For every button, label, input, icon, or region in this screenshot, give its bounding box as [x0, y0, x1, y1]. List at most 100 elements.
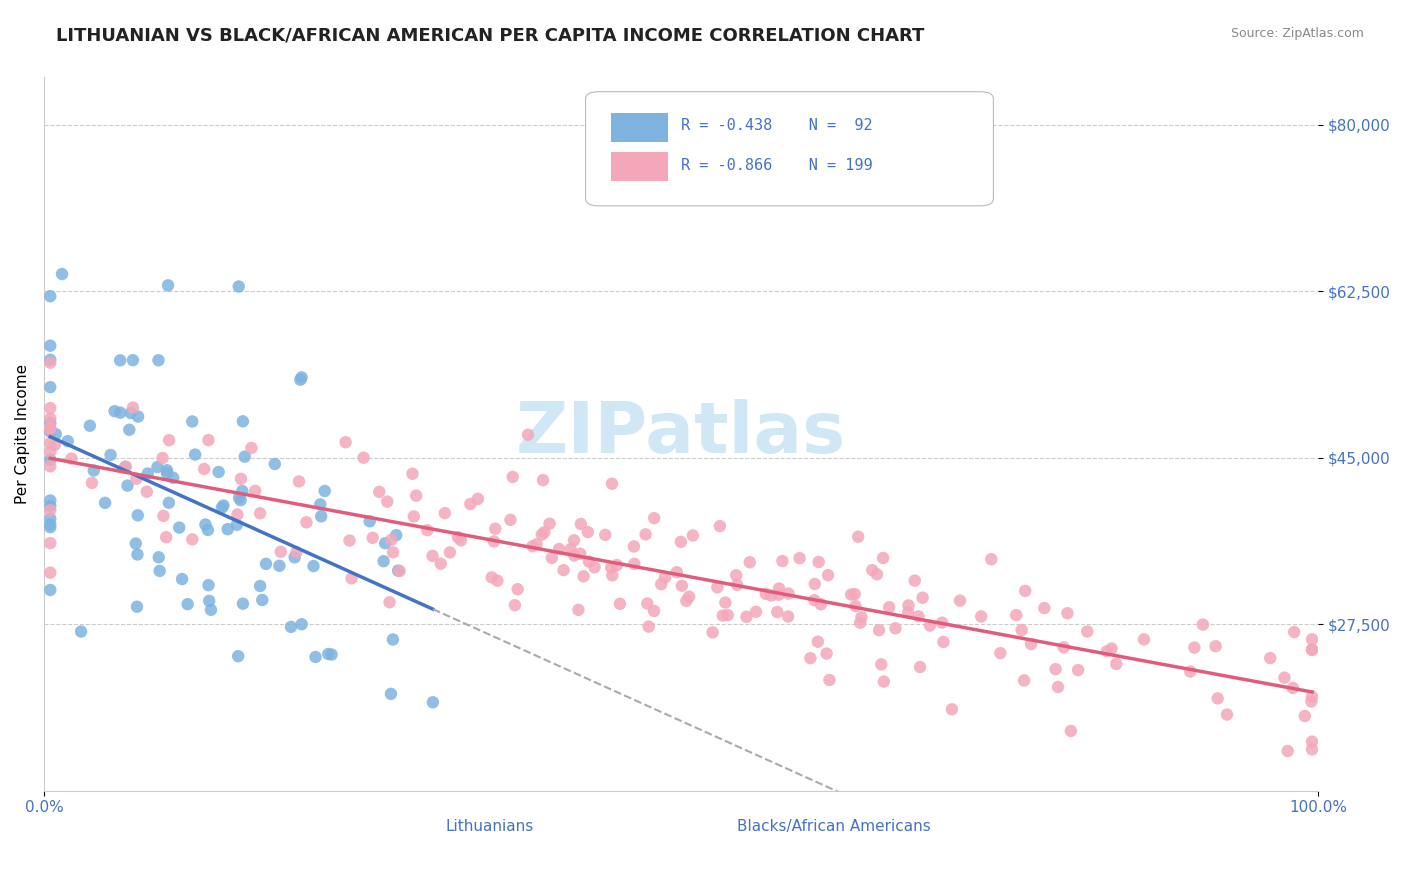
Blacks/African Americans — [39, 436, 62, 450]
Blacks/African Americans — [803, 577, 825, 591]
Blacks/African Americans — [709, 519, 731, 533]
Blacks/African Americans — [285, 545, 308, 559]
Lithuanians — [149, 564, 172, 578]
Lithuanians — [229, 493, 252, 508]
Lithuanians — [309, 497, 332, 511]
Blacks/African Americans — [517, 427, 540, 442]
Lithuanians — [127, 548, 149, 562]
Blacks/African Americans — [155, 530, 177, 544]
Blacks/African Americans — [941, 702, 963, 716]
Blacks/African Americans — [803, 593, 825, 607]
Blacks/African Americans — [665, 566, 688, 580]
Lithuanians — [136, 467, 159, 481]
Blacks/African Americans — [706, 580, 728, 594]
Lithuanians — [197, 523, 219, 537]
Lithuanians — [232, 414, 254, 428]
Lithuanians — [228, 279, 250, 293]
Blacks/African Americans — [868, 624, 890, 638]
Blacks/African Americans — [429, 557, 451, 571]
Blacks/African Americans — [380, 533, 402, 547]
Blacks/African Americans — [1184, 640, 1206, 655]
Lithuanians — [249, 579, 271, 593]
Blacks/African Americans — [422, 549, 444, 563]
Blacks/African Americans — [576, 525, 599, 540]
Blacks/African Americans — [1095, 644, 1118, 658]
Lithuanians — [70, 624, 93, 639]
Blacks/African Americans — [778, 586, 800, 600]
Blacks/African Americans — [1101, 641, 1123, 656]
Blacks/African Americans — [39, 566, 62, 580]
Blacks/African Americans — [768, 588, 790, 602]
Lithuanians — [359, 514, 381, 528]
Blacks/African Americans — [911, 591, 934, 605]
Blacks/African Americans — [335, 435, 357, 450]
Blacks/African Americans — [1011, 623, 1033, 637]
Blacks/African Americans — [1056, 606, 1078, 620]
Blacks/African Americans — [1053, 640, 1076, 655]
Text: LITHUANIAN VS BLACK/AFRICAN AMERICAN PER CAPITA INCOME CORRELATION CHART: LITHUANIAN VS BLACK/AFRICAN AMERICAN PER… — [56, 27, 925, 45]
Blacks/African Americans — [1019, 637, 1042, 651]
Blacks/African Americans — [450, 533, 472, 548]
Blacks/African Americans — [761, 589, 783, 603]
Lithuanians — [146, 460, 169, 475]
Blacks/African Americans — [807, 555, 830, 569]
Blacks/African Americans — [1301, 734, 1323, 748]
Blacks/African Americans — [39, 420, 62, 434]
Blacks/African Americans — [815, 647, 838, 661]
Blacks/African Americans — [181, 533, 204, 547]
Blacks/African Americans — [931, 615, 953, 630]
Lithuanians — [176, 597, 198, 611]
Blacks/African Americans — [270, 545, 292, 559]
Lithuanians — [309, 509, 332, 524]
Blacks/African Americans — [1216, 707, 1239, 722]
Blacks/African Americans — [778, 609, 800, 624]
Blacks/African Americans — [562, 549, 585, 563]
Blacks/African Americans — [560, 542, 582, 557]
Blacks/African Americans — [583, 560, 606, 574]
Blacks/African Americans — [1192, 617, 1215, 632]
Blacks/African Americans — [1060, 723, 1083, 738]
Blacks/African Americans — [623, 557, 645, 571]
Lithuanians — [233, 450, 256, 464]
Blacks/African Americans — [1301, 694, 1323, 708]
Blacks/African Americans — [353, 450, 375, 465]
Blacks/African Americans — [1076, 624, 1098, 639]
Blacks/African Americans — [810, 597, 832, 611]
Blacks/African Americans — [541, 550, 564, 565]
Lithuanians — [194, 517, 217, 532]
Blacks/African Americans — [818, 673, 841, 687]
Blacks/African Americans — [114, 459, 136, 474]
Blacks/African Americans — [481, 570, 503, 584]
Blacks/African Americans — [548, 541, 571, 556]
Blacks/African Americans — [1274, 671, 1296, 685]
Lithuanians — [284, 550, 307, 565]
Blacks/African Americans — [866, 567, 889, 582]
Lithuanians — [226, 649, 249, 664]
Blacks/African Americans — [1045, 662, 1067, 676]
Blacks/African Americans — [439, 545, 461, 559]
Blacks/African Americans — [1294, 709, 1316, 723]
Text: Lithuanians: Lithuanians — [446, 819, 534, 834]
Text: R = -0.866    N = 199: R = -0.866 N = 199 — [681, 158, 873, 173]
Blacks/African Americans — [1258, 651, 1281, 665]
Blacks/African Americans — [416, 523, 439, 537]
Blacks/African Americans — [368, 484, 391, 499]
Blacks/African Americans — [382, 545, 405, 559]
FancyBboxPatch shape — [612, 153, 668, 181]
Lithuanians — [108, 353, 131, 368]
Lithuanians — [51, 267, 73, 281]
Blacks/African Americans — [654, 570, 676, 584]
Blacks/African Americans — [671, 579, 693, 593]
Blacks/African Americans — [1206, 691, 1229, 706]
Lithuanians — [269, 558, 291, 573]
Blacks/African Americans — [229, 472, 252, 486]
Blacks/African Americans — [799, 651, 821, 665]
Lithuanians — [387, 564, 409, 578]
Lithuanians — [118, 423, 141, 437]
Lithuanians — [156, 467, 179, 481]
Blacks/African Americans — [1277, 744, 1299, 758]
Lithuanians — [291, 617, 314, 632]
Blacks/African Americans — [240, 441, 263, 455]
Blacks/African Americans — [1067, 663, 1090, 677]
Text: Source: ZipAtlas.com: Source: ZipAtlas.com — [1230, 27, 1364, 40]
